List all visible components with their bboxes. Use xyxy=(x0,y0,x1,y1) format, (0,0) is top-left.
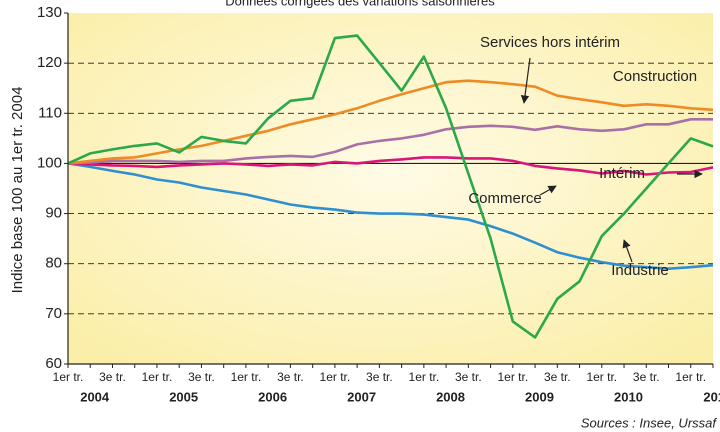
x-tick-label: 1er tr. xyxy=(142,370,173,384)
y-tick-label: 70 xyxy=(45,305,62,322)
x-tick-label: 1er tr. xyxy=(231,370,262,384)
x-tick-label: 3e tr. xyxy=(188,370,215,384)
y-tick-label: 100 xyxy=(37,154,62,171)
legend-label: Services hors intérim xyxy=(480,34,620,51)
plot-area xyxy=(68,13,713,364)
x-tick-label: 1er tr. xyxy=(675,370,706,384)
x-tick-label: 1er tr. xyxy=(409,370,440,384)
annotations xyxy=(520,57,703,263)
y-tick-label: 60 xyxy=(45,355,62,372)
series-line xyxy=(67,162,714,270)
year-label: 2011 xyxy=(703,389,720,404)
y-tick-label: 120 xyxy=(37,54,62,71)
arrow xyxy=(539,185,557,196)
y-axis-label: Indice base 100 au 1er tr. 2004 xyxy=(9,87,26,294)
legend-label: Intérim xyxy=(599,165,645,182)
x-tick-label: 1er tr. xyxy=(586,370,617,384)
legend-label: Industrie xyxy=(611,262,669,279)
x-tick-label: 3e tr. xyxy=(633,370,660,384)
arrow xyxy=(622,239,633,263)
y-tick-label: 80 xyxy=(45,255,62,272)
year-label: 2004 xyxy=(80,389,110,404)
x-tick-label: 3e tr. xyxy=(544,370,571,384)
series-line xyxy=(67,156,714,176)
x-tick-label: 3e tr. xyxy=(99,370,126,384)
x-tick-label: 1er tr. xyxy=(53,370,84,384)
year-label: 2005 xyxy=(169,389,198,404)
x-tick-label: 1er tr. xyxy=(497,370,528,384)
year-label: 2009 xyxy=(525,389,554,404)
x-tick-label: 1er tr. xyxy=(320,370,351,384)
series-line xyxy=(67,34,714,339)
chart-title: Données corrigées des variations saisonn… xyxy=(225,0,495,8)
year-label: 2006 xyxy=(258,389,287,404)
x-tick-label: 3e tr. xyxy=(366,370,393,384)
y-tick-label: 90 xyxy=(45,205,62,222)
year-label: 2010 xyxy=(614,389,643,404)
year-label: 2007 xyxy=(347,389,376,404)
legend-label: Commerce xyxy=(468,190,541,207)
year-label: 2008 xyxy=(436,389,465,404)
x-tick-label: 3e tr. xyxy=(455,370,482,384)
y-tick-label: 110 xyxy=(38,104,62,121)
x-tick-label: 3e tr. xyxy=(277,370,304,384)
arrow xyxy=(520,57,531,104)
y-tick-label: 130 xyxy=(37,4,62,21)
source: Sources : Insee, Urssaf xyxy=(581,415,717,430)
legend-label: Construction xyxy=(613,68,697,85)
series-line xyxy=(67,118,713,165)
